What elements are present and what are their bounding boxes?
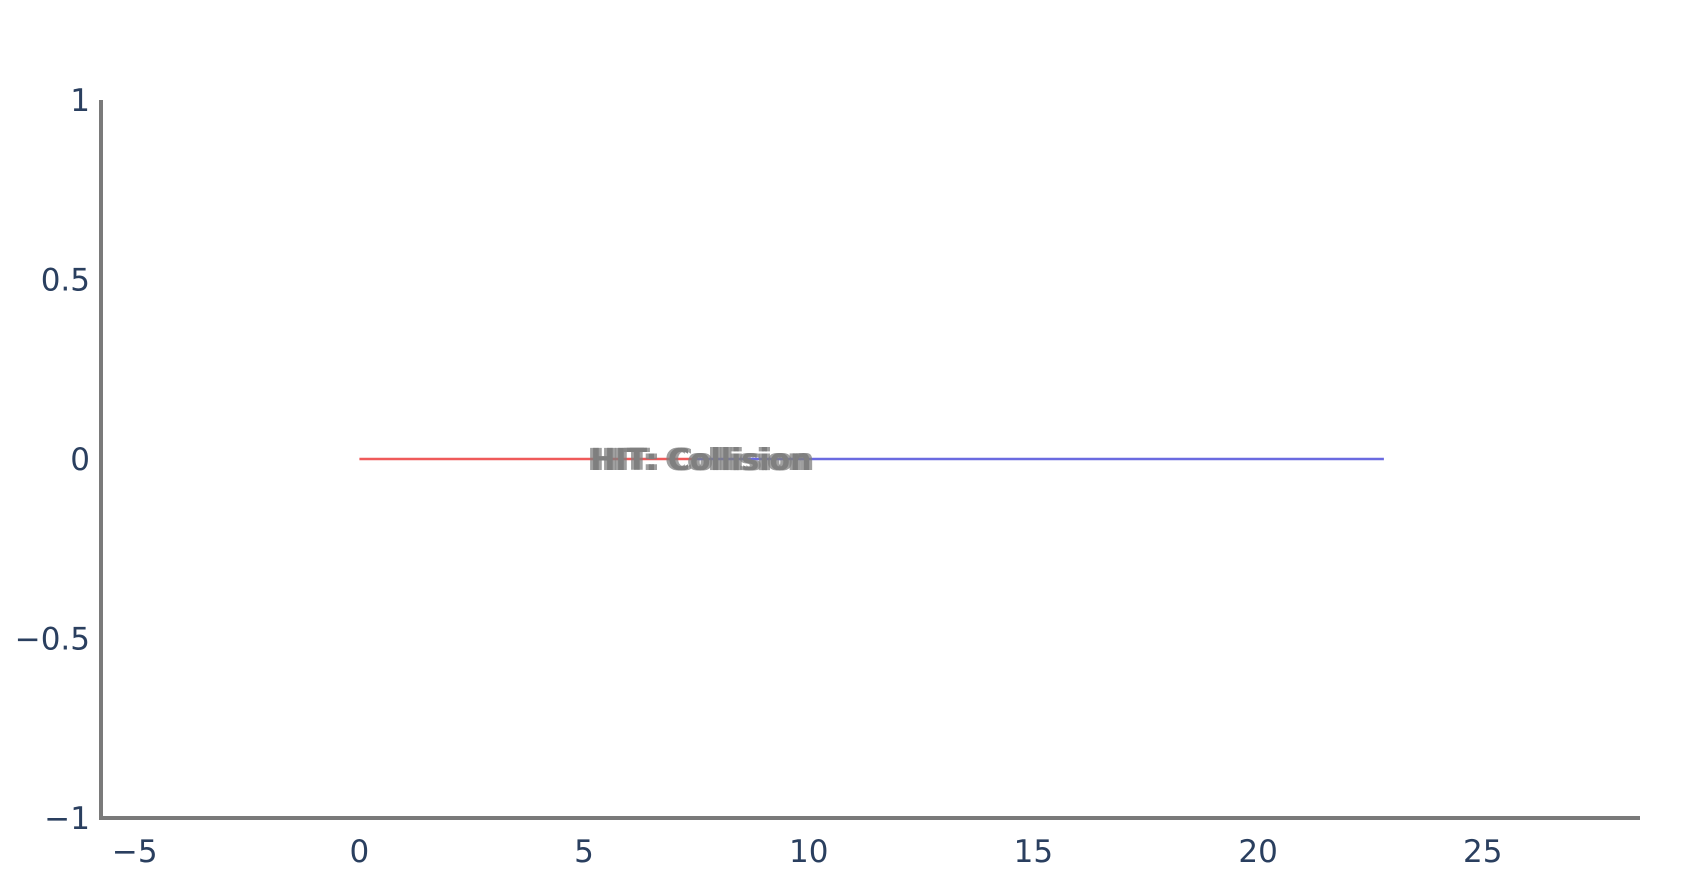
y-tick-label: 0.5 — [41, 263, 90, 299]
annotation-label: HIT: Collision — [593, 443, 814, 478]
x-tick-label: 5 — [574, 834, 594, 870]
y-tick-label: −1 — [44, 801, 90, 837]
x-tick-label: −5 — [112, 834, 158, 870]
y-tick-label: −0.5 — [15, 622, 90, 658]
annotation-label: HIT: Collision — [587, 443, 808, 478]
axes-layer — [99, 100, 1640, 820]
y-tick-label: 0 — [70, 442, 90, 478]
x-tick-label: 0 — [350, 834, 370, 870]
x-tick-labels: −5 0 5 10 15 20 25 — [112, 834, 1503, 870]
x-tick-label: 20 — [1238, 834, 1277, 870]
y-tick-labels: −1 −0.5 0 0.5 1 — [15, 83, 90, 837]
x-tick-label: 15 — [1014, 834, 1053, 870]
annotation-label: HIT: Collision — [590, 443, 811, 478]
y-tick-label: 1 — [70, 83, 90, 119]
x-tick-label: 25 — [1463, 834, 1502, 870]
x-tick-label: 10 — [789, 834, 828, 870]
